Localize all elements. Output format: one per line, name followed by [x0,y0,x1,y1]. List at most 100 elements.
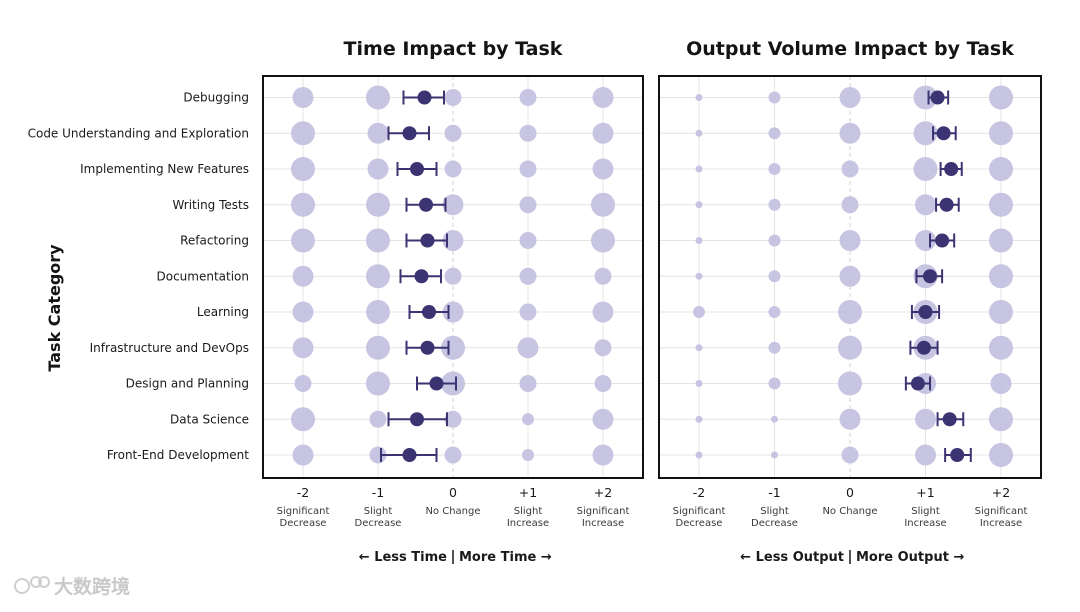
x-tick-label: 0 [449,485,457,500]
distribution-point [768,91,781,104]
distribution-point [441,335,465,360]
distribution-point [519,375,537,392]
category-label: Writing Tests [172,198,249,212]
distribution-point [839,230,861,251]
watermark-text: 大数跨境 [54,575,130,598]
category-label: Documentation [156,269,249,283]
distribution-point [594,375,612,392]
distribution-point [989,85,1013,110]
mean-point [429,376,444,391]
distribution-point [990,373,1012,394]
x-tick-sublabel: Increase [507,518,549,529]
distribution-point [989,264,1013,289]
x-tick-sublabel: Increase [904,518,946,529]
distribution-point [839,87,861,108]
distribution-point [291,157,315,181]
distribution-point [989,192,1013,217]
y-axis-label: Task Category [45,244,64,372]
distribution-point [444,124,462,142]
distribution-point [695,380,703,387]
mean-point [417,90,432,105]
distribution-point [366,371,390,396]
x-tick-sublabel: Significant [975,506,1028,517]
x-tick-sublabel: Decrease [355,518,402,529]
distribution-point [442,194,464,216]
distribution-point [366,264,390,289]
distribution-point [291,192,315,217]
mean-point [942,412,957,427]
x-tick-sublabel: Decrease [676,518,723,529]
distribution-point [519,196,537,214]
chart-title: Output Volume Impact by Task [686,38,1014,60]
distribution-point [519,232,537,249]
x-tick-label: -1 [768,485,780,500]
distribution-point [291,228,315,253]
distribution-point [591,228,615,253]
distribution-point [695,237,703,244]
distribution-point [517,337,539,359]
category-label: Implementing New Features [80,162,249,176]
chart-panel-1: Time Impact by Task Debugging Code Underst… [28,38,644,565]
distribution-point [841,446,859,464]
distribution-point [519,267,537,285]
distribution-point [695,129,703,137]
x-tick-sublabel: No Change [425,506,480,517]
category-label: Learning [197,305,249,319]
distribution-point [695,272,703,280]
distribution-point [695,201,703,209]
x-tick-label: -2 [693,485,705,500]
distribution-point [592,158,614,180]
plot-frame [262,75,644,479]
distribution-point [915,194,936,216]
distribution-point [519,160,537,178]
distribution-point [768,306,781,318]
distribution-point [367,158,389,180]
distribution-point [768,377,781,390]
distribution-point [292,444,314,466]
mean-point [410,162,424,176]
plot-frame [658,75,1042,479]
category-label: Infrastructure and DevOps [90,341,249,355]
x-tick-label: +1 [916,485,934,500]
direction-label-right: More Time → [459,550,552,565]
x-tick-sublabel: Significant [277,506,330,517]
distribution-point [522,449,534,461]
distribution-point [989,407,1013,432]
distribution-point [366,85,390,110]
mean-point [419,197,433,212]
distribution-point [838,371,862,396]
x-tick-sublabel: Significant [577,506,630,517]
category-label: Code Understanding and Exploration [28,126,249,140]
distribution-point [591,192,615,217]
distribution-point [695,415,703,423]
distribution-point [367,122,389,144]
distribution-point [444,160,462,178]
x-tick-sublabel: Significant [673,506,726,517]
distribution-point [989,335,1013,360]
distribution-point [771,415,778,423]
distribution-point [592,122,614,144]
distribution-point [841,160,859,178]
mean-point [944,162,959,176]
x-tick-label: +1 [519,485,537,500]
distribution-point [989,157,1013,181]
mean-point [420,340,435,355]
distribution-point [989,300,1013,324]
distribution-point [913,85,938,110]
category-label: Data Science [170,412,249,426]
distribution-point [444,410,462,428]
x-tick-sublabel: Increase [582,518,624,529]
distribution-point [522,413,534,426]
x-tick-sublabel: Decrease [280,518,327,529]
distribution-point [292,265,314,287]
distribution-point [444,89,462,106]
distribution-point [989,443,1013,467]
direction-label-left: ← Less Time [359,550,447,565]
watermark: 大数跨境 [14,575,130,598]
mean-point [910,376,925,391]
distribution-point [768,127,781,140]
distribution-point [294,375,312,392]
mean-point [420,233,435,248]
